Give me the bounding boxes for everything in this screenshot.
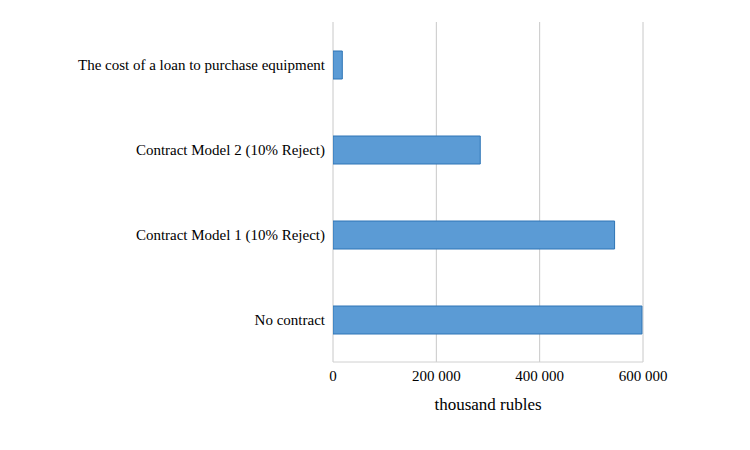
svg-text:600 000: 600 000 — [619, 368, 668, 384]
svg-text:400 000: 400 000 — [515, 368, 564, 384]
svg-text:The cost of a loan to purchase: The cost of a loan to purchase equipment — [78, 57, 326, 73]
svg-text:No contract: No contract — [255, 312, 326, 328]
svg-text:200 000: 200 000 — [412, 368, 461, 384]
svg-text:Contract Model 2 (10% Reject): Contract Model 2 (10% Reject) — [136, 142, 325, 159]
svg-text:Contract Model 1 (10% Reject): Contract Model 1 (10% Reject) — [136, 227, 325, 244]
svg-text:thousand rubles: thousand rubles — [434, 395, 541, 414]
svg-text:0: 0 — [329, 368, 337, 384]
